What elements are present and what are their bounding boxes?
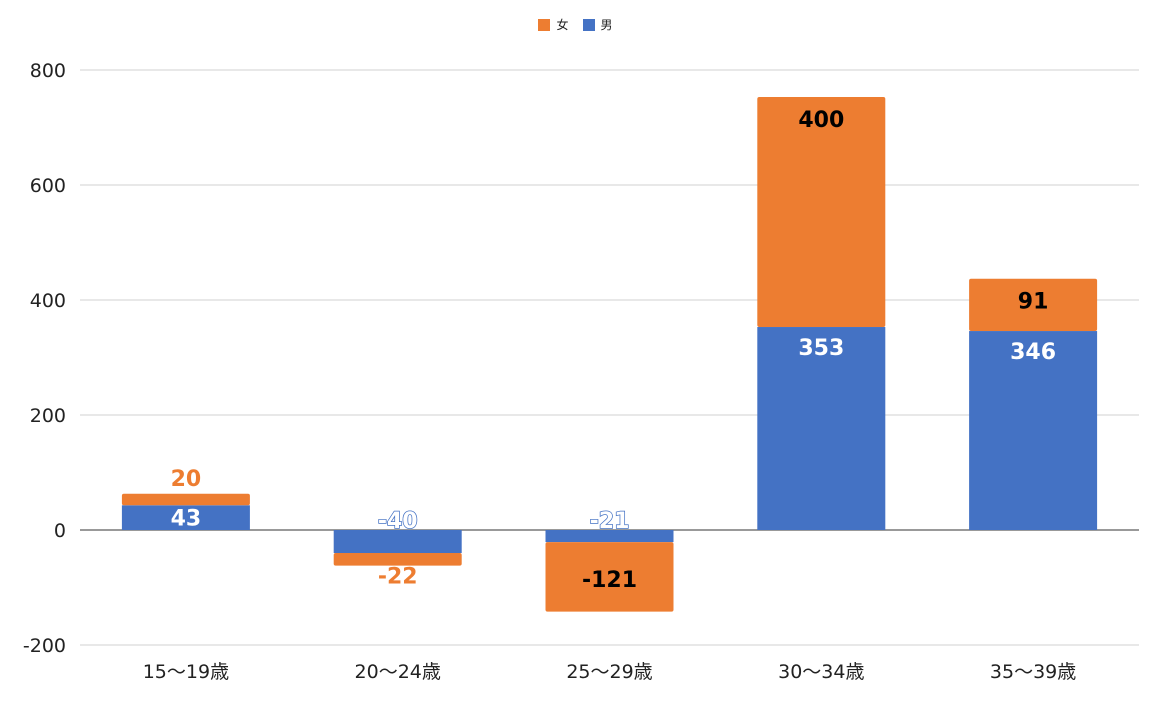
bar-segment-male (121, 505, 250, 530)
data-label-male: -21 (590, 509, 630, 534)
bar-segment-male (333, 530, 462, 553)
bar-segment-female (969, 278, 1098, 332)
x-tick-label: 25〜29歳 (566, 661, 652, 683)
y-tick-label: 400 (30, 290, 66, 312)
data-label-male: 43 (171, 507, 202, 532)
x-tick-label: 20〜24歳 (355, 661, 441, 683)
x-tick-label: 35〜39歳 (990, 661, 1076, 683)
bar-segment-female (545, 542, 674, 612)
data-label-female: 91 (1018, 290, 1049, 315)
legend-item: 女 (538, 16, 569, 33)
legend-swatch (538, 18, 551, 31)
y-tick-label: 200 (30, 405, 66, 427)
bar-segment-female (757, 97, 886, 328)
x-tick-label: 30〜34歳 (778, 661, 864, 683)
data-label-female: 400 (798, 108, 844, 133)
y-tick-label: -200 (23, 635, 66, 657)
y-tick-label: 800 (30, 60, 66, 82)
legend-item: 男 (582, 16, 613, 33)
legend-label: 女 (556, 18, 569, 32)
y-tick-label: 0 (54, 520, 66, 542)
x-tick-label: 15〜19歳 (143, 661, 229, 683)
data-label-male: 346 (1010, 340, 1056, 365)
data-label-male: -40 (378, 509, 418, 534)
data-label-female: -22 (378, 565, 418, 590)
data-label-male: 353 (798, 336, 844, 361)
bar-segment-male (969, 331, 1098, 530)
data-label-female: -121 (582, 568, 637, 593)
bar-segment-male (757, 327, 886, 530)
legend-label: 男 (600, 18, 613, 32)
y-tick-label: 600 (30, 175, 66, 197)
bar-segment-female (333, 553, 462, 566)
legend-swatch (582, 18, 595, 31)
bar-segment-female (121, 493, 250, 506)
data-label-female: 20 (171, 467, 202, 492)
bar-segment-male (545, 530, 674, 543)
legend: 女男 (0, 16, 1151, 33)
